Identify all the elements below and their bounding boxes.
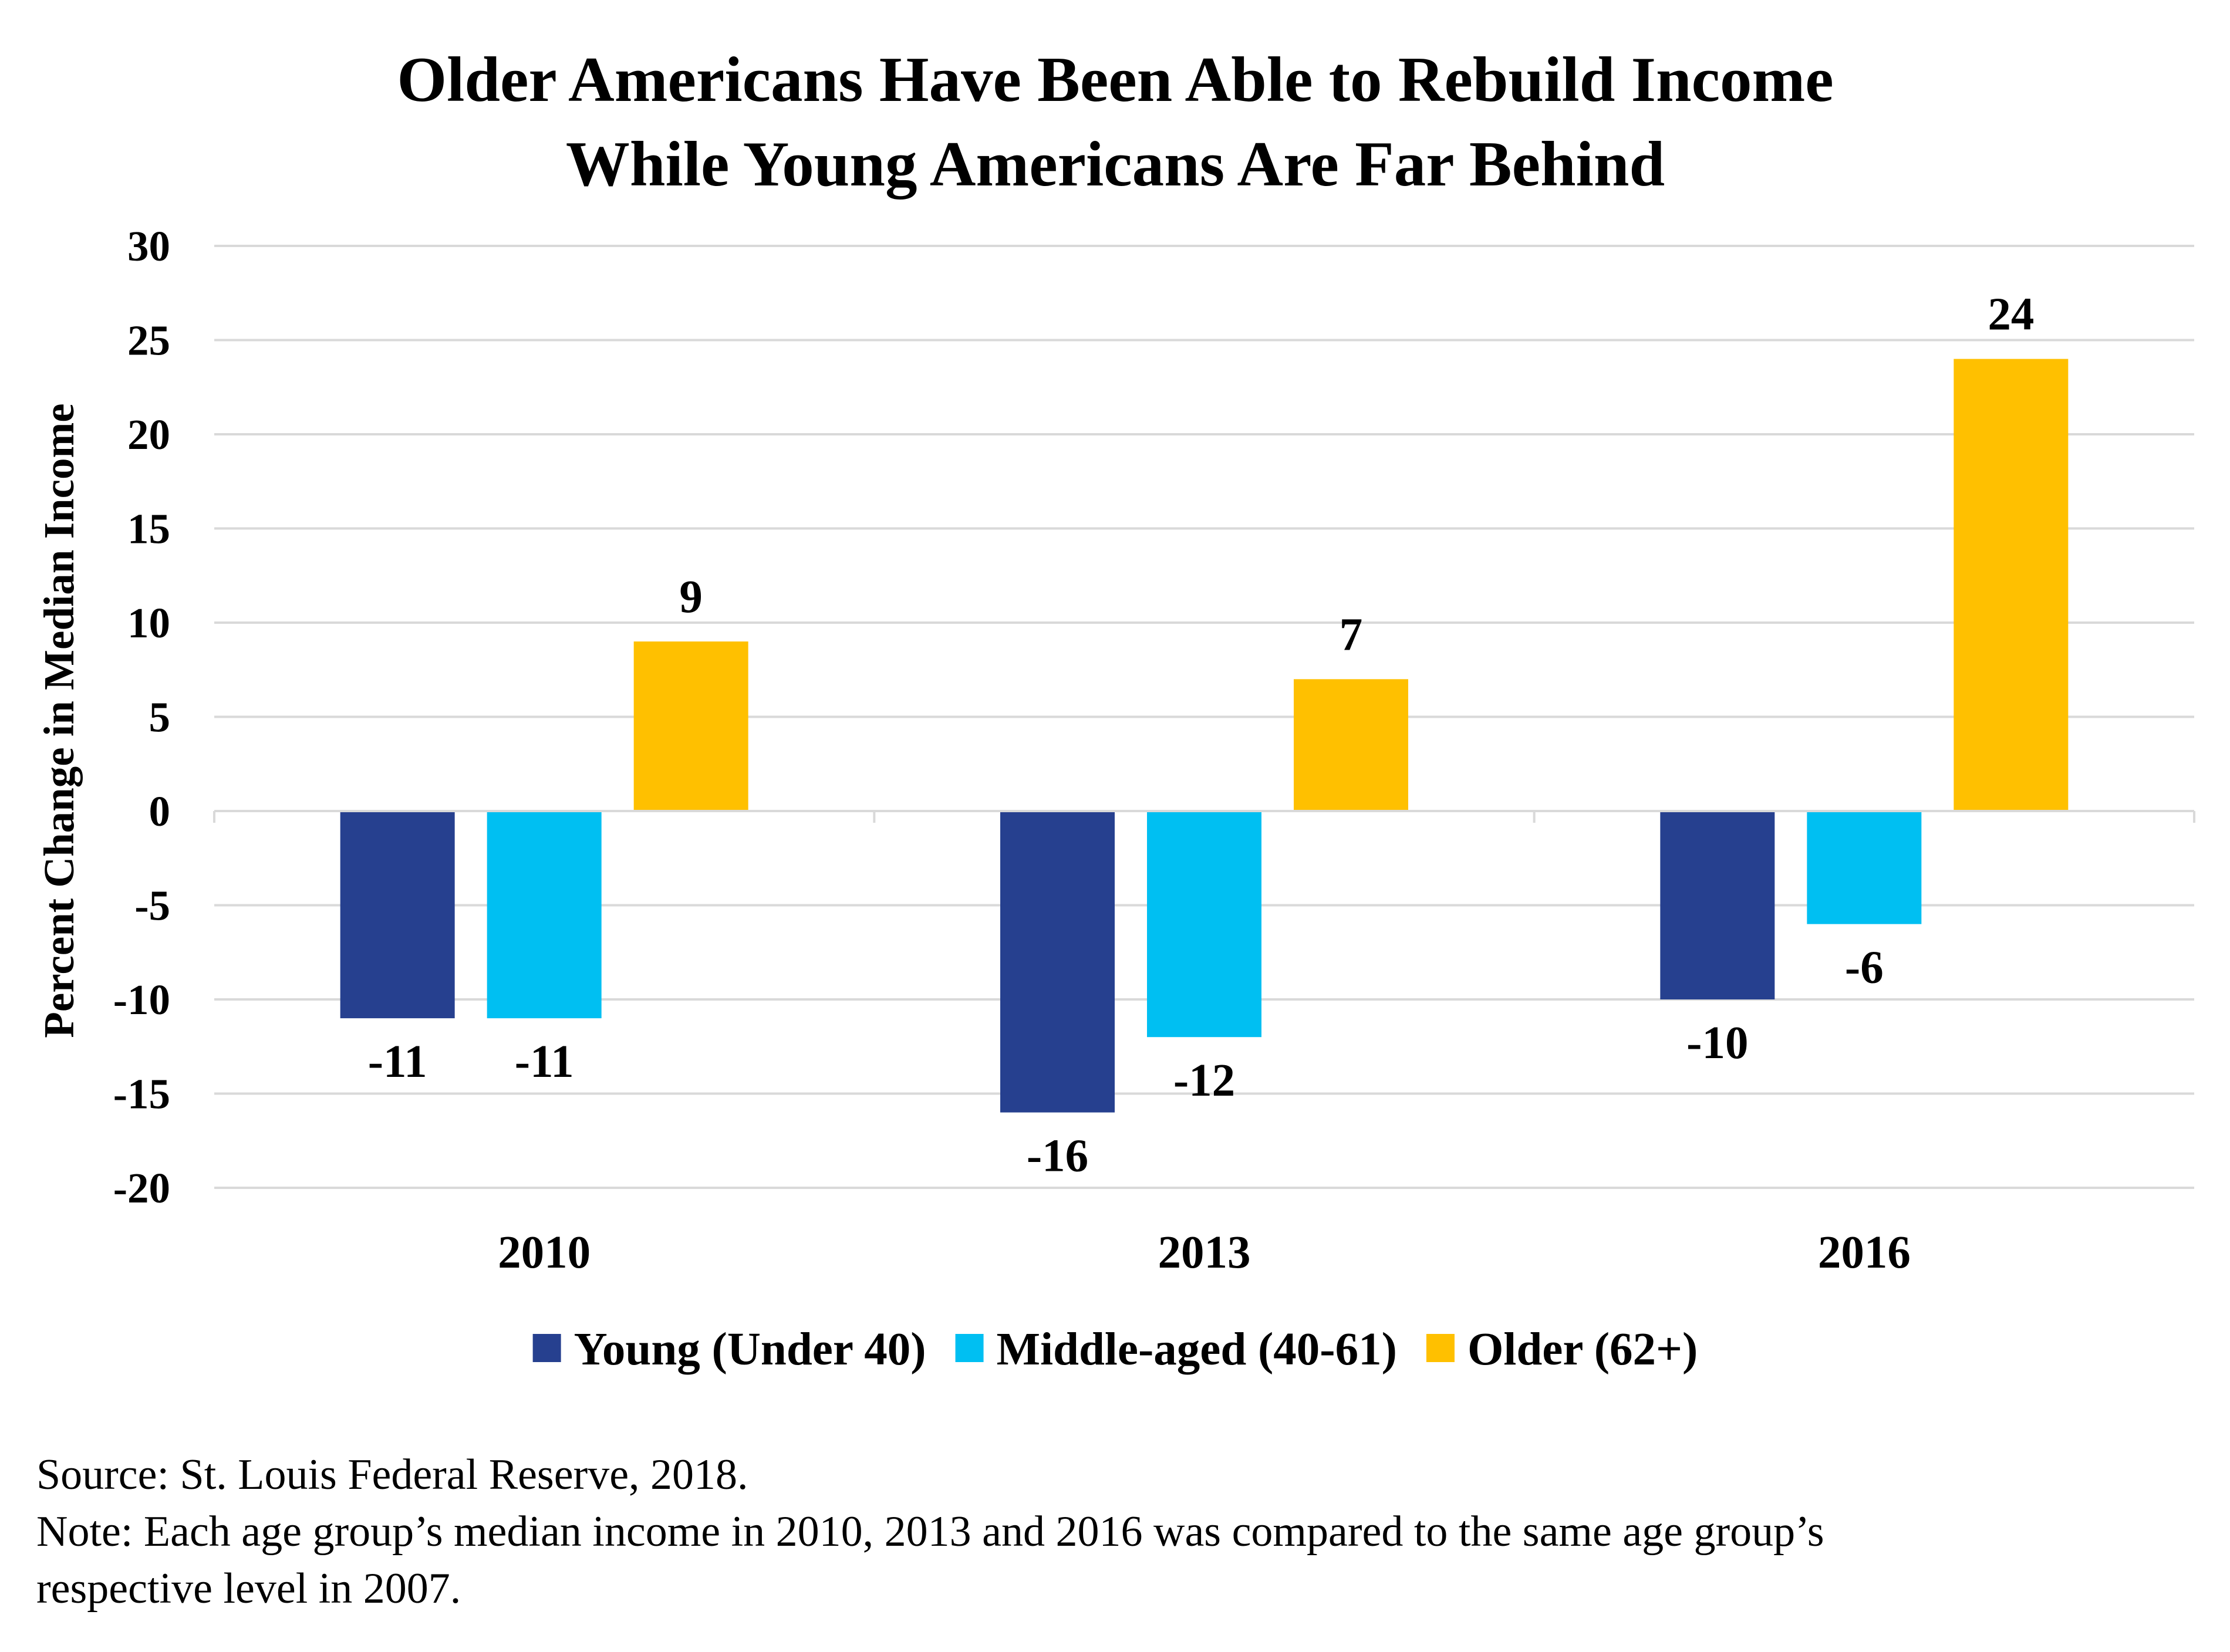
legend-swatch [955, 1334, 984, 1362]
y-tick-label: 20 [127, 411, 170, 458]
x-category-label: 2013 [1158, 1227, 1251, 1278]
y-tick-label: 0 [149, 788, 171, 835]
legend-label: Middle-aged (40-61) [997, 1324, 1397, 1375]
x-category-label: 2016 [1818, 1227, 1911, 1278]
data-label: -12 [1173, 1055, 1235, 1106]
y-tick-label: 30 [127, 222, 170, 270]
y-axis-ticks: -20 -15 -10 -5 0 5 10 15 20 25 30 [113, 222, 170, 1212]
data-labels: -11 -11 9 -16 -12 7 -10 -6 24 [368, 289, 2035, 1182]
y-tick-label: -5 [134, 882, 170, 930]
x-axis [213, 810, 2195, 823]
x-axis-categories: 2010 2013 2016 [498, 1227, 1911, 1278]
gridlines [214, 245, 2194, 1189]
bar [340, 811, 455, 1019]
note-line-1: Note: Each age group’s median income in … [36, 1508, 1824, 1556]
x-category-label: 2010 [498, 1227, 591, 1278]
bar [633, 641, 748, 811]
data-label: -11 [515, 1036, 574, 1087]
legend-swatch [532, 1334, 561, 1362]
chart-title-line-1: Older Americans Have Been Able to Rebuil… [397, 44, 1833, 115]
bar [1000, 811, 1115, 1113]
y-tick-label: 15 [127, 505, 170, 553]
y-tick-label: -15 [113, 1070, 170, 1118]
legend-swatch [1426, 1334, 1455, 1362]
note-line-2: respective level in 2007. [36, 1565, 461, 1613]
bar [1294, 679, 1408, 811]
data-label: -6 [1845, 942, 1884, 994]
legend-label: Older (62+) [1467, 1324, 1698, 1375]
legend-label: Young (Under 40) [574, 1324, 926, 1375]
y-tick-label: 5 [149, 694, 171, 741]
y-tick-label: 25 [127, 317, 170, 364]
bar [487, 811, 602, 1019]
y-tick-label: -20 [113, 1164, 170, 1212]
bars [340, 359, 2069, 1113]
data-label: -16 [1027, 1131, 1088, 1182]
data-label: -11 [368, 1036, 427, 1087]
bar [1147, 811, 1261, 1038]
y-tick-label: -10 [113, 976, 170, 1023]
y-axis-label: Percent Change in Median Income [35, 403, 83, 1038]
chart-title-line-2: While Young Americans Are Far Behind [566, 129, 1665, 200]
data-label: 9 [679, 572, 703, 623]
bar [1660, 811, 1775, 999]
data-label: 24 [1988, 289, 2034, 340]
legend: Young (Under 40) Middle-aged (40-61) Older… [532, 1324, 1698, 1375]
y-tick-label: 10 [127, 599, 170, 647]
source-note: Source: St. Louis Federal Reserve, 2018. [36, 1451, 748, 1499]
data-label: -10 [1686, 1018, 1748, 1069]
bar [1954, 359, 2069, 811]
bar [1807, 811, 1922, 924]
chart-title: Older Americans Have Been Able to Rebuil… [397, 44, 1833, 200]
data-label: 7 [1340, 609, 1363, 660]
